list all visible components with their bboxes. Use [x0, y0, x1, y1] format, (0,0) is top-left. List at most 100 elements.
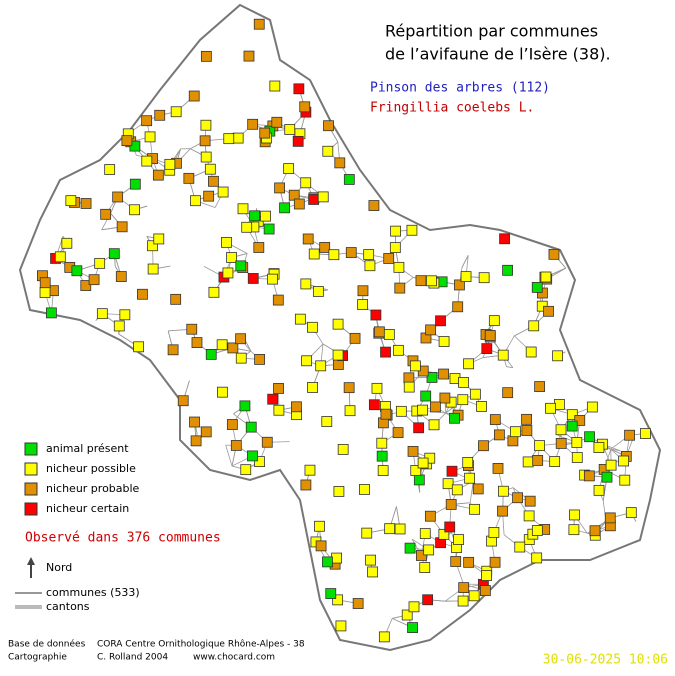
- commune-marker: [322, 417, 332, 427]
- commune-marker: [414, 475, 424, 485]
- commune-marker: [244, 51, 254, 61]
- commune-marker: [420, 563, 430, 573]
- commune-marker: [148, 264, 158, 274]
- commune-marker: [334, 486, 344, 496]
- commune-marker: [384, 253, 394, 263]
- commune-marker: [274, 405, 284, 415]
- commune-marker: [625, 430, 635, 440]
- commune-marker: [145, 132, 155, 142]
- commune-marker: [344, 174, 354, 184]
- commune-marker: [446, 499, 456, 509]
- commune-marker: [344, 383, 354, 393]
- commune-marker: [190, 417, 200, 427]
- commune-marker: [500, 234, 510, 244]
- commune-marker: [308, 382, 318, 392]
- commune-marker: [165, 159, 175, 169]
- commune-marker: [272, 117, 282, 127]
- commune-marker: [264, 224, 274, 234]
- commune-marker: [250, 211, 260, 221]
- commune-marker: [526, 347, 536, 357]
- commune-marker: [113, 192, 123, 202]
- commune-marker: [227, 252, 237, 262]
- commune-marker: [62, 238, 72, 248]
- commune-marker: [307, 322, 317, 332]
- commune-marker: [122, 136, 132, 146]
- commune-marker: [40, 278, 50, 288]
- commune-marker: [377, 451, 387, 461]
- legend-swatch: [25, 483, 37, 495]
- commune-marker: [228, 343, 238, 353]
- commune-marker: [134, 342, 144, 352]
- commune-marker: [120, 310, 130, 320]
- commune-marker: [130, 205, 140, 215]
- commune-marker: [116, 272, 126, 282]
- commune-marker: [346, 248, 356, 258]
- commune-marker: [421, 391, 431, 401]
- commune-marker: [477, 401, 487, 411]
- commune-marker: [513, 493, 523, 503]
- commune-marker: [333, 350, 343, 360]
- commune-marker: [362, 528, 372, 538]
- commune-marker: [255, 354, 265, 364]
- footer-text: www.chocard.com: [193, 653, 275, 663]
- commune-marker: [479, 273, 489, 283]
- footer-label: Cartographie: [8, 653, 67, 663]
- commune-marker: [470, 504, 480, 514]
- commune-marker: [426, 276, 436, 286]
- commune-marker: [335, 158, 345, 168]
- commune-marker: [503, 265, 513, 275]
- commune-marker: [273, 295, 283, 305]
- date: 30-06-2025 10:06: [543, 653, 668, 668]
- commune-marker: [490, 415, 500, 425]
- commune-marker: [396, 406, 406, 416]
- legend-swatch: [25, 443, 37, 455]
- commune-marker: [254, 243, 264, 253]
- commune-marker: [524, 511, 534, 521]
- commune-marker: [425, 511, 435, 521]
- commune-marker: [332, 553, 342, 563]
- commune-marker: [550, 457, 560, 467]
- commune-marker: [142, 116, 152, 126]
- commune-marker: [459, 583, 469, 593]
- commune-marker: [458, 377, 468, 387]
- commune-marker: [458, 596, 468, 606]
- commune-marker: [525, 496, 535, 506]
- commune-marker: [178, 396, 188, 406]
- commune-marker: [606, 460, 616, 470]
- title-line: Répartition par communes: [385, 22, 598, 41]
- commune-marker: [316, 541, 326, 551]
- commune-marker: [605, 513, 615, 523]
- commune-marker: [218, 187, 228, 197]
- commune-marker: [248, 119, 258, 129]
- commune-marker: [190, 196, 200, 206]
- commune-marker: [313, 286, 323, 296]
- commune-marker: [369, 400, 379, 410]
- communes-label: communes (533): [46, 586, 140, 599]
- commune-marker: [171, 107, 181, 117]
- commune-marker: [490, 557, 500, 567]
- legend-label: animal présent: [46, 442, 129, 455]
- commune-marker: [482, 571, 492, 581]
- commune-marker: [95, 258, 105, 268]
- title-line: de l’avifaune de l’Isère (38).: [385, 45, 611, 64]
- commune-marker: [246, 422, 256, 432]
- commune-marker: [201, 51, 211, 61]
- commune-marker: [408, 623, 418, 633]
- commune-marker: [358, 300, 368, 310]
- commune-marker: [587, 402, 597, 412]
- commune-marker: [430, 402, 440, 412]
- commune-marker: [201, 427, 211, 437]
- commune-marker: [221, 237, 231, 247]
- commune-marker: [620, 475, 630, 485]
- commune-marker: [209, 287, 219, 297]
- commune-marker: [572, 437, 582, 447]
- commune-marker: [420, 529, 430, 539]
- commune-marker: [458, 395, 468, 405]
- commune-marker: [567, 421, 577, 431]
- commune-marker: [470, 389, 480, 399]
- commune-marker: [465, 473, 475, 483]
- commune-marker: [46, 308, 56, 318]
- commune-marker: [168, 345, 178, 355]
- commune-marker: [208, 176, 218, 186]
